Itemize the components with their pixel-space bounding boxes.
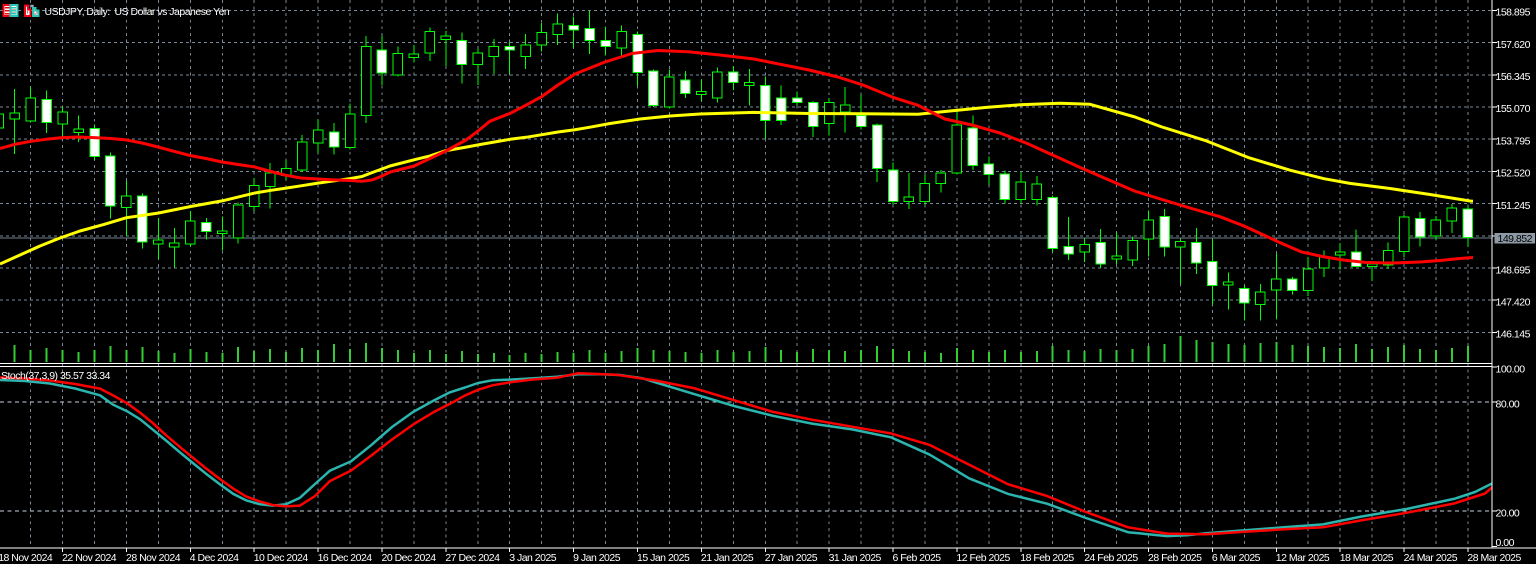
- svg-text:80.00: 80.00: [1496, 399, 1520, 411]
- svg-text:158.895: 158.895: [1496, 7, 1531, 19]
- svg-text:27 Jan 2025: 27 Jan 2025: [765, 552, 818, 564]
- svg-text:18 Feb 2025: 18 Feb 2025: [1020, 552, 1074, 564]
- svg-text:24 Feb 2025: 24 Feb 2025: [1084, 552, 1138, 564]
- svg-text:12 Feb 2025: 12 Feb 2025: [956, 552, 1010, 564]
- svg-text:155.070: 155.070: [1496, 103, 1531, 115]
- svg-text:Stoch(37,3,9) 35.57 33.34: Stoch(37,3,9) 35.57 33.34: [1, 370, 111, 382]
- svg-text:15 Jan 2025: 15 Jan 2025: [637, 552, 690, 564]
- svg-text:6 Mar 2025: 6 Mar 2025: [1212, 552, 1261, 564]
- svg-text:28 Nov 2024: 28 Nov 2024: [126, 552, 181, 564]
- svg-text:21 Jan 2025: 21 Jan 2025: [701, 552, 754, 564]
- svg-text:18 Mar 2025: 18 Mar 2025: [1340, 552, 1394, 564]
- svg-text:31 Jan 2025: 31 Jan 2025: [829, 552, 882, 564]
- svg-text:148.695: 148.695: [1496, 264, 1531, 276]
- svg-text:24 Mar 2025: 24 Mar 2025: [1404, 552, 1458, 564]
- svg-text:152.520: 152.520: [1496, 168, 1531, 180]
- svg-text:151.245: 151.245: [1496, 200, 1531, 212]
- svg-text:146.145: 146.145: [1496, 329, 1531, 341]
- svg-text:0.00: 0.00: [1496, 537, 1515, 549]
- svg-text:6 Feb 2025: 6 Feb 2025: [893, 552, 942, 564]
- svg-text:28 Feb 2025: 28 Feb 2025: [1148, 552, 1202, 564]
- svg-text:16 Dec 2024: 16 Dec 2024: [318, 552, 373, 564]
- svg-text:149.852: 149.852: [1498, 233, 1533, 245]
- svg-text:100.00: 100.00: [1496, 363, 1526, 375]
- svg-text:156.345: 156.345: [1496, 71, 1531, 83]
- svg-text:20 Dec 2024: 20 Dec 2024: [382, 552, 437, 564]
- svg-text:9 Jan 2025: 9 Jan 2025: [573, 552, 621, 564]
- svg-text:22 Nov 2024: 22 Nov 2024: [62, 552, 117, 564]
- svg-text:28 Mar 2025: 28 Mar 2025: [1467, 552, 1521, 564]
- svg-text:10 Dec 2024: 10 Dec 2024: [254, 552, 309, 564]
- svg-text:27 Dec 2024: 27 Dec 2024: [445, 552, 500, 564]
- svg-text:157.620: 157.620: [1496, 39, 1531, 51]
- svg-text:153.795: 153.795: [1496, 136, 1531, 148]
- svg-text:18 Nov 2024: 18 Nov 2024: [0, 552, 53, 564]
- svg-text:4 Dec 2024: 4 Dec 2024: [190, 552, 239, 564]
- svg-text:147.420: 147.420: [1496, 297, 1531, 309]
- svg-text:USDJPY, Daily: US Dollar vs J: USDJPY, Daily: US Dollar vs Japanese Yen: [45, 6, 230, 18]
- svg-text:20.00: 20.00: [1496, 507, 1520, 519]
- svg-text:12 Mar 2025: 12 Mar 2025: [1276, 552, 1330, 564]
- svg-text:3 Jan 2025: 3 Jan 2025: [509, 552, 557, 564]
